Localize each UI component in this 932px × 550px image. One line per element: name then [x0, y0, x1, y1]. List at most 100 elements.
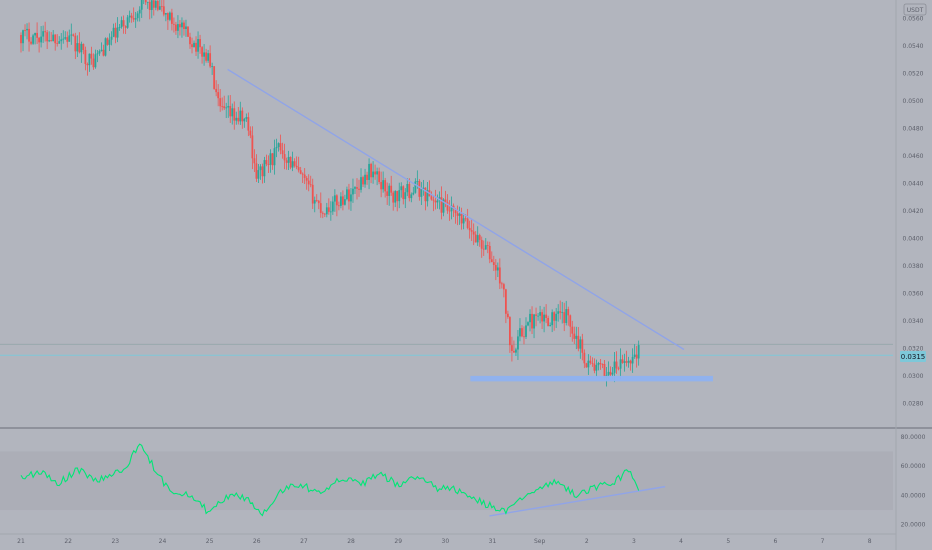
candle-body [410, 194, 413, 199]
candle-body [380, 182, 383, 190]
price-tick-label: 0.0440 [903, 180, 924, 187]
candle-body [358, 188, 360, 190]
candle-body [591, 362, 594, 364]
time-tick-label: 6 [773, 538, 777, 545]
candle-body [448, 210, 451, 212]
price-tick-label: 0.0400 [903, 235, 924, 242]
candle-body [209, 53, 212, 67]
candle-body [414, 181, 417, 193]
candle-body [416, 181, 419, 182]
candle-body [424, 187, 427, 202]
candle-body [573, 333, 576, 339]
price-tick-label: 0.0340 [903, 318, 924, 325]
candle-body [434, 200, 437, 203]
rsi-series [20, 443, 640, 517]
candle-body [484, 245, 487, 250]
candle-body [500, 283, 503, 285]
candle-body [446, 202, 449, 211]
candle-body [595, 365, 598, 371]
candle-body [239, 110, 242, 122]
candle-body [466, 218, 469, 228]
candle-body [94, 54, 97, 68]
price-axis[interactable]: 0.0560 0.0540 0.0520 0.0500 0.0480 0.0460 0.04… [903, 15, 924, 407]
last-price-label: 0.0315 [900, 351, 926, 362]
candle-body [259, 166, 262, 171]
candle-body [134, 18, 137, 20]
candle-body [547, 317, 550, 327]
time-tick-label: 31 [489, 538, 497, 545]
currency-badge[interactable]: USDT [903, 3, 927, 16]
candle-body [398, 190, 401, 202]
time-axis[interactable]: 21 22 23 24 25 26 27 28 29 30 31 Sep 2 3 4 5 6 7 8 [17, 538, 872, 545]
candle-body [472, 231, 475, 235]
candle-body [114, 27, 117, 38]
candle-body [370, 163, 372, 178]
candle-body [504, 289, 507, 314]
candle-body [468, 227, 471, 231]
candle-body [488, 245, 491, 260]
candle-body [64, 37, 67, 39]
candle-body [128, 15, 131, 18]
candle-body [193, 42, 195, 48]
candle-body [233, 108, 236, 121]
price-tick-label: 0.0380 [903, 263, 924, 270]
candle-body [44, 31, 47, 33]
candle-body [335, 195, 338, 206]
candle-body [372, 171, 374, 178]
candle-body [331, 201, 334, 212]
candle-body [42, 31, 45, 37]
candle-body [297, 167, 300, 171]
candle-body [168, 12, 171, 20]
candle-body [545, 314, 548, 318]
candle-body [386, 191, 389, 196]
candle-body [132, 18, 135, 20]
time-tick-label: 26 [253, 538, 261, 545]
candle-body [170, 12, 173, 24]
candle-body [360, 177, 362, 190]
candle-body [400, 186, 403, 191]
candle-body [124, 26, 127, 28]
candle-body [56, 43, 59, 45]
candle-body [392, 192, 395, 203]
candle-body [271, 153, 274, 166]
candle-body [621, 359, 624, 363]
candle-body [215, 88, 218, 93]
candle-body [52, 34, 55, 42]
price-tick-label: 0.0300 [903, 373, 924, 380]
candle-body [376, 171, 379, 175]
price-tick-label: 0.0460 [903, 153, 924, 160]
candle-body [412, 192, 415, 195]
candle-body [609, 371, 612, 375]
candle-body [404, 192, 407, 200]
candle-body [408, 183, 411, 199]
candle-body [557, 311, 560, 314]
candle-body [231, 108, 234, 117]
candle-body [237, 117, 240, 122]
candle-body [561, 312, 564, 314]
candle-body [80, 43, 83, 53]
price-tick-label: 0.0420 [903, 208, 924, 215]
drawing-layer[interactable] [227, 68, 713, 517]
candle-body [456, 213, 459, 216]
candle-body [517, 336, 519, 350]
candle-body [279, 143, 282, 151]
candle-body [116, 27, 119, 38]
candle-body [293, 161, 296, 166]
candle-body [130, 15, 133, 19]
candle-body [482, 248, 485, 250]
price-tick-label: 0.0540 [903, 43, 924, 50]
candle-body [454, 208, 457, 214]
candle-body [70, 34, 73, 36]
candle-body [299, 170, 302, 174]
rsi-axis[interactable]: 80.0000 60.0000 40.0000 20.0000 [901, 434, 926, 529]
candle-body [291, 161, 294, 168]
candle-body [62, 38, 65, 40]
candle-body [418, 181, 421, 197]
rsi-tick-label: 80.0000 [901, 434, 926, 441]
candle-body [84, 49, 87, 64]
candle-body [32, 35, 34, 44]
candle-body [490, 259, 493, 263]
candle-body [110, 36, 113, 40]
